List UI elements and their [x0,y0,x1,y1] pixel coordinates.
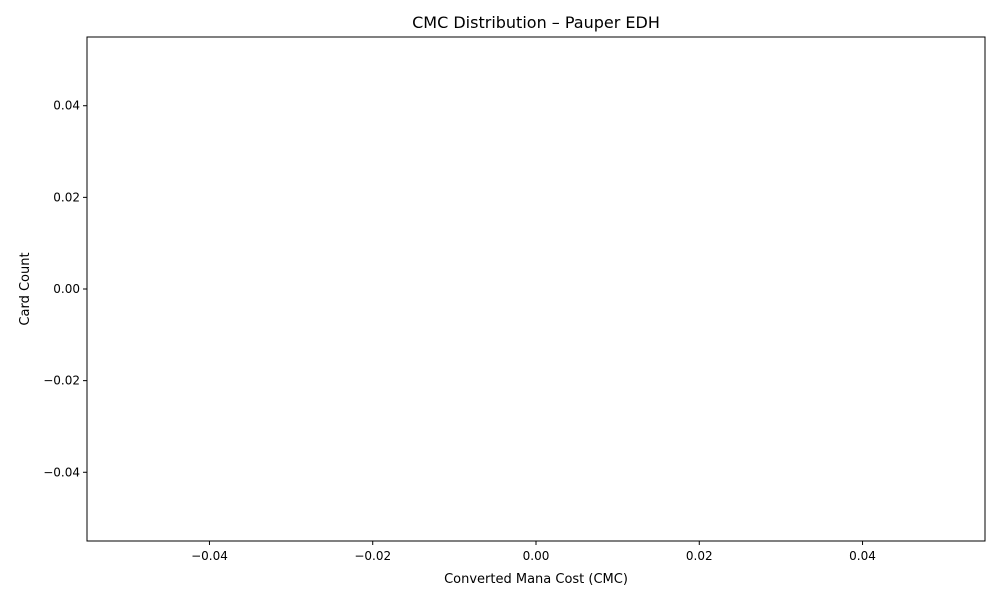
y-axis-ticks: −0.04 −0.02 0.00 0.02 0.04 [43,99,87,479]
y-tick-label: 0.00 [53,282,80,296]
y-tick-label: −0.02 [43,374,80,388]
plot-frame [86,36,986,542]
x-tick-label: 0.04 [849,549,876,563]
x-axis-label: Converted Mana Cost (CMC) [444,572,628,587]
plot-area [87,37,985,541]
chart-title: CMC Distribution – Pauper EDH [412,13,660,32]
y-tick-label: 0.02 [53,190,80,204]
x-tick-label: −0.02 [354,549,391,563]
x-axis-ticks: −0.04 −0.02 0.00 0.02 0.04 [191,541,876,563]
x-tick-label: −0.04 [191,549,228,563]
y-tick-label: −0.04 [43,465,80,479]
x-tick-label: 0.00 [523,549,550,563]
x-tick-label: 0.02 [686,549,713,563]
y-tick-label: 0.04 [53,99,80,113]
y-axis-label: Card Count [18,252,33,325]
